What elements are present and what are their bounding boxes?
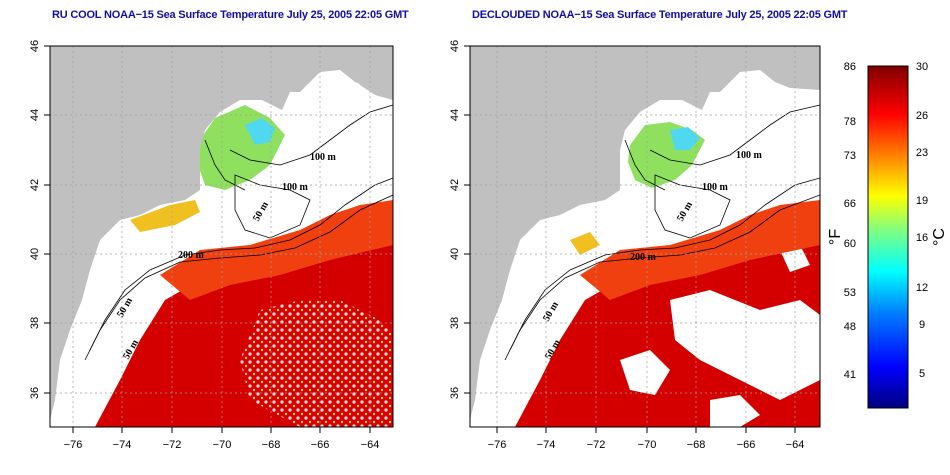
- slope-warm-water: [160, 200, 393, 300]
- celsius-tick: 26: [916, 110, 928, 122]
- fahrenheit-ticks: 86 78 73 66 60 53 48 41: [844, 61, 856, 381]
- lon-tick-label: −74: [537, 439, 556, 451]
- lat-tick-label: 44: [29, 109, 41, 121]
- contour-label-100m-a: 100 m: [310, 152, 337, 163]
- celsius-ticks: 30 26 23 19 16 12 9 5: [916, 61, 928, 380]
- land-mass: [50, 46, 393, 420]
- lat-tick-label: 46: [29, 40, 41, 52]
- graticule: [50, 46, 393, 427]
- celsius-tick: 5: [919, 368, 925, 380]
- right-sst-map: 100 m 100 m 50 m 200 m 50 m 50 m 46 44 4…: [449, 40, 821, 451]
- fahrenheit-tick: 53: [844, 287, 856, 299]
- fahrenheit-tick: 60: [844, 238, 856, 250]
- lon-tick-label: −72: [587, 439, 606, 451]
- cloud-speckle-region: [240, 300, 393, 427]
- lon-tick-label: −74: [113, 439, 132, 451]
- celsius-tick: 9: [919, 319, 925, 331]
- celsius-tick: 12: [916, 282, 928, 294]
- contour-label-100m-a: 100 m: [736, 150, 763, 161]
- lat-tick-label: 36: [29, 387, 41, 399]
- left-sst-map: 100 m 100 m 50 m 200 m 50 m 50 m 46 44 4…: [29, 40, 394, 451]
- lon-tick-label: −70: [638, 439, 657, 451]
- coldest-water-patch: [245, 118, 275, 145]
- lon-tick-label: −72: [163, 439, 182, 451]
- temperature-colorbar: 86 78 73 66 60 53 48 41 30 26 23 19 16 1…: [827, 61, 948, 409]
- lon-tick-label: −68: [687, 439, 706, 451]
- fahrenheit-tick: 66: [844, 198, 856, 210]
- left-map-title: RU COOL NOAA−15 Sea Surface Temperature …: [52, 9, 409, 21]
- lon-tick-label: −70: [213, 439, 232, 451]
- declouded-gaps: [620, 245, 820, 427]
- lon-tick-label: −68: [262, 439, 281, 451]
- lon-tick-label: −76: [488, 439, 507, 451]
- lon-axis: −76 −74 −72 −70 −68 −66 −64: [488, 427, 805, 451]
- lat-tick-label: 46: [449, 40, 461, 52]
- land-mass: [470, 46, 820, 420]
- lon-tick-label: −64: [361, 439, 380, 451]
- lon-axis: −76 −74 −72 −70 −68 −66 −64: [64, 427, 380, 451]
- celsius-tick: 19: [916, 195, 928, 207]
- shelf-yellow-water: [570, 232, 600, 255]
- right-map-title: DECLOUDED NOAA−15 Sea Surface Temperatur…: [472, 9, 848, 21]
- lat-tick-label: 40: [449, 248, 461, 260]
- lat-tick-label: 40: [29, 248, 41, 260]
- celsius-tick: 30: [916, 61, 928, 73]
- fahrenheit-tick: 41: [844, 369, 856, 381]
- depth-contours: [504, 104, 820, 361]
- lat-tick-label: 38: [29, 317, 41, 329]
- shelf-yellow-water: [130, 200, 200, 232]
- fahrenheit-tick: 48: [844, 321, 856, 333]
- lat-axis: 46 44 42 40 38 36: [29, 40, 50, 399]
- celsius-tick: 16: [916, 232, 928, 244]
- contour-label-200m: 200 m: [178, 250, 205, 261]
- fahrenheit-tick: 73: [844, 150, 856, 162]
- celsius-label: °C: [931, 228, 948, 246]
- map-frame: [469, 45, 821, 428]
- lat-axis: 46 44 42 40 38 36: [449, 40, 470, 399]
- lat-tick-label: 44: [449, 109, 461, 121]
- nova-scotia-land: [330, 46, 393, 100]
- fahrenheit-tick: 78: [844, 116, 856, 128]
- colorbar-gradient: [867, 65, 909, 409]
- lat-tick-label: 36: [449, 387, 461, 399]
- lat-tick-label: 38: [449, 317, 461, 329]
- lon-tick-label: −64: [786, 439, 805, 451]
- fahrenheit-label: °F: [827, 229, 844, 245]
- coldest-water-patch: [670, 127, 700, 150]
- lat-tick-label: 42: [29, 179, 41, 191]
- contour-label-100m-b: 100 m: [702, 182, 729, 193]
- celsius-tick: 23: [916, 147, 928, 159]
- lat-tick-label: 42: [449, 179, 461, 191]
- contour-label-200m: 200 m: [630, 252, 657, 263]
- fahrenheit-tick: 86: [844, 61, 856, 73]
- lon-tick-label: −66: [311, 439, 330, 451]
- lon-tick-label: −66: [737, 439, 756, 451]
- contour-label-100m-b: 100 m: [282, 182, 309, 193]
- graticule: [470, 46, 820, 427]
- lon-tick-label: −76: [64, 439, 83, 451]
